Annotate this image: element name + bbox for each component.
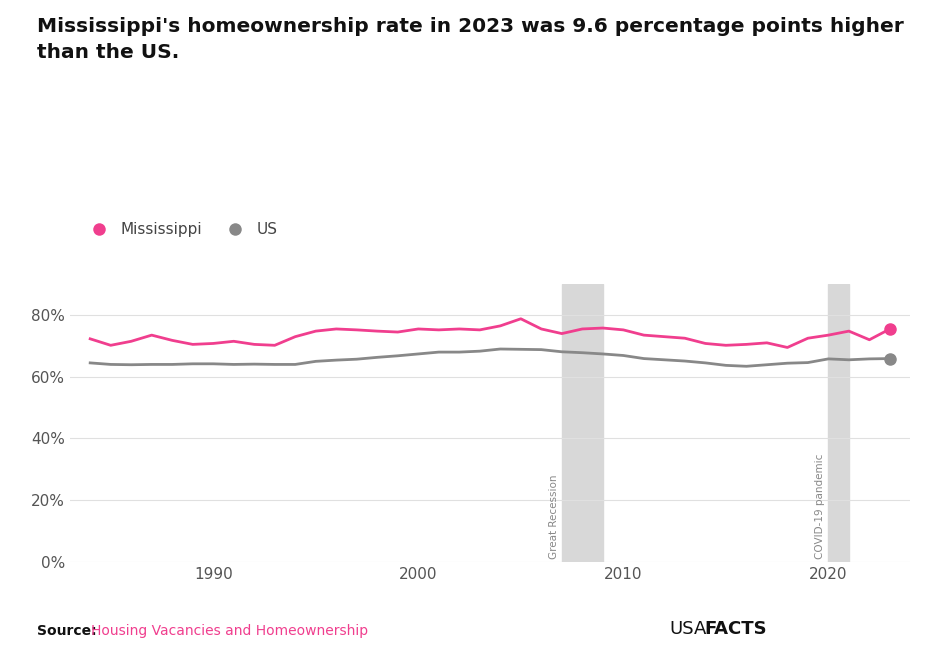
Text: than the US.: than the US.: [37, 43, 179, 62]
Text: Housing Vacancies and Homeownership: Housing Vacancies and Homeownership: [91, 624, 367, 638]
Text: COVID-19 pandemic: COVID-19 pandemic: [815, 453, 824, 559]
Bar: [561, 284, 602, 562]
Text: FACTS: FACTS: [703, 620, 766, 638]
Text: Mississippi's homeownership rate in 2023 was 9.6 percentage points higher: Mississippi's homeownership rate in 2023…: [37, 17, 903, 36]
Bar: [828, 284, 848, 562]
Text: Great Recession: Great Recession: [548, 474, 558, 559]
Text: USA: USA: [668, 620, 705, 638]
Text: Source:: Source:: [37, 624, 97, 638]
Legend: Mississippi, US: Mississippi, US: [77, 216, 284, 243]
